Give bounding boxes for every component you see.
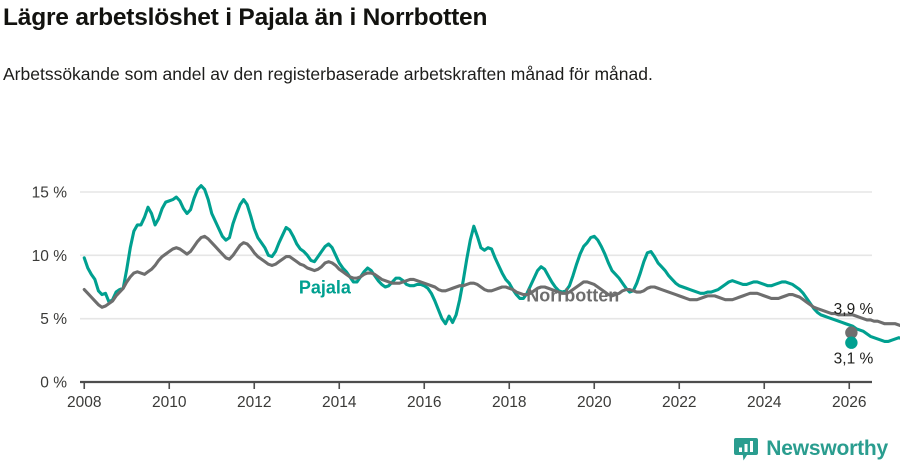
x-axis-labels: 2008 2010 2012 2014 2016 2018 2020 2022 2024 2026 [67, 394, 866, 411]
y-axis-labels: 0 % 5 % 10 % 15 % [32, 185, 68, 392]
series-line-norrbotten [82, 234, 900, 328]
x-axis-tick-label: 2016 [407, 394, 441, 411]
y-axis-tick-label: 15 % [32, 185, 68, 202]
x-axis-tick-label: 2018 [492, 394, 526, 411]
x-axis-tick-label: 2026 [832, 394, 866, 411]
data-series [82, 184, 900, 344]
series-line-pajala [82, 184, 900, 344]
gridlines [80, 191, 872, 320]
norrbotten-inline-label: Norrbotten [526, 286, 619, 306]
x-axis-tick-label: 2008 [67, 394, 101, 411]
x-axis [80, 380, 872, 389]
chart-subtitle: Arbetssökande som andel av den registerb… [3, 64, 653, 84]
end-point-markers [845, 326, 858, 349]
bar-chart-bubble-icon [734, 438, 759, 461]
logo-text: Newsworthy [766, 437, 888, 460]
y-axis-tick-label: 5 % [40, 311, 67, 328]
page-title: Lägre arbetslöshet i Pajala än i Norrbot… [3, 4, 488, 31]
norrbotten-end-value: 3,9 % [834, 301, 874, 318]
line-chart-svg: 0 %5 %10 %15 % 2008 2010 2012 2014 2016 2018 2… [32, 184, 900, 411]
x-axis-tick-label: 2012 [237, 394, 271, 411]
end-marker-pajala [845, 336, 858, 349]
y-axis-tick-label: 0 % [40, 375, 67, 392]
x-axis-tick-label: 2014 [322, 394, 357, 411]
newsworthy-logo[interactable]: Newsworthy [733, 436, 888, 462]
x-axis-tick-label: 2010 [152, 394, 187, 411]
x-axis-tick-label: 2022 [662, 394, 696, 411]
x-axis-tick-label: 2024 [747, 394, 782, 411]
pajala-end-value: 3,1 % [834, 351, 874, 368]
chart-annotations: Pajala Norrbotten 3,9 % 3,1 % [299, 277, 874, 367]
end-marker-norrbotten [845, 326, 858, 339]
pajala-inline-label: Pajala [299, 277, 352, 297]
y-axis-tick-label: 10 % [32, 248, 68, 265]
x-axis-tick-label: 2020 [577, 394, 612, 411]
